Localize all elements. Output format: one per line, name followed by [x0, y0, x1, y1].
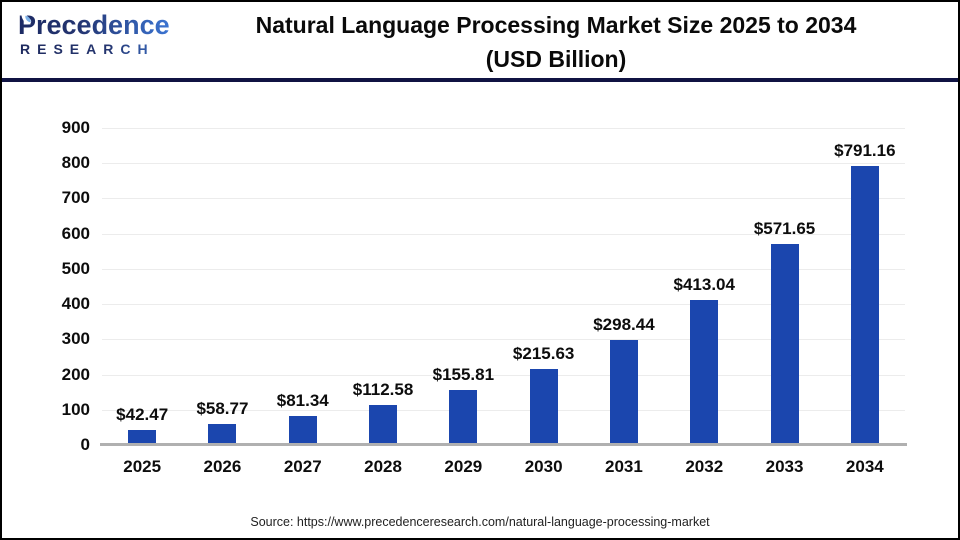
y-tick-label-800: 800 [61, 153, 90, 173]
plot-area: $42.47 $58.77 $81.34 $112.58 $155.81 $215.63 $… [102, 128, 905, 445]
gridline-800 [102, 163, 905, 165]
y-tick-label-500: 500 [61, 258, 90, 278]
x-tick-label-2033: 2033 [765, 457, 804, 476]
bar-2025 [128, 430, 157, 445]
bar-2028 [369, 405, 398, 445]
bar-value-2029: $155.81 [432, 365, 495, 385]
y-tick-label-600: 600 [61, 223, 90, 243]
y-tick-label-300: 300 [61, 329, 90, 349]
x-tick-label-2034: 2034 [845, 457, 884, 476]
gridline-400 [102, 304, 905, 306]
x-tick-label-2025: 2025 [123, 457, 162, 476]
bar-value-2025: $42.47 [116, 405, 169, 425]
bar-value-2033: $571.65 [753, 218, 816, 238]
header-divider [2, 78, 958, 82]
x-tick-label-2028: 2028 [364, 457, 402, 476]
chart-title-line1: Natural Language Processing Market Size … [255, 12, 857, 38]
bar-2030 [529, 369, 558, 445]
bar-value-2032: $413.04 [673, 274, 735, 294]
bar-2027 [288, 416, 317, 445]
bar-value-2028: $112.58 [352, 380, 414, 400]
bar-value-2030: $215.63 [512, 344, 575, 364]
y-tick-label-400: 400 [61, 294, 90, 314]
logo: Precedence RESEARCH [2, 2, 180, 78]
gridline-100 [102, 409, 905, 411]
bar-value-2031: $298.44 [593, 314, 655, 334]
gridline-500 [102, 268, 905, 270]
x-tick-label-2031: 2031 [605, 457, 643, 476]
x-axis-baseline [100, 443, 907, 446]
bar-value-2027: $81.34 [276, 391, 329, 411]
x-axis-labels: 2025 2026 2027 2028 2029 2030 2031 2032 2033 2034 [102, 457, 905, 479]
source-note: Source: https://www.precedenceresearch.c… [250, 515, 710, 529]
x-tick-label-2032: 2032 [685, 457, 724, 476]
y-axis-labels: 0 100 200 300 400 500 600 700 800 900 [2, 118, 90, 454]
bar-2026 [208, 424, 237, 445]
logo-brand-label: Precedence [18, 10, 170, 40]
gridline-300 [102, 339, 905, 341]
chart-title-block: Natural Language Processing Market Size … [180, 2, 958, 78]
y-tick-label-200: 200 [61, 364, 90, 384]
header: Precedence RESEARCH Natural Language Pro… [2, 2, 958, 78]
gridline-200 [102, 374, 905, 376]
y-tick-label-700: 700 [61, 188, 90, 208]
bar-2034 [850, 166, 879, 445]
logo-sub-text: RESEARCH [18, 41, 180, 57]
bar-value-2026: $58.77 [196, 399, 249, 419]
x-tick-label-2027: 2027 [283, 457, 322, 476]
gridline-900 [102, 128, 905, 129]
y-tick-label-100: 100 [61, 399, 90, 419]
x-tick-label-2029: 2029 [444, 457, 483, 476]
bar-2033 [770, 243, 799, 445]
x-tick-label-2026: 2026 [203, 457, 242, 476]
x-tick-label-2030: 2030 [524, 457, 563, 476]
y-tick-label-900: 900 [61, 118, 90, 137]
bar-2032 [690, 299, 719, 445]
bar-2031 [609, 339, 638, 445]
bar-value-2034: $791.16 [834, 141, 896, 161]
logo-brand-text: Precedence [18, 10, 170, 40]
chart-title-line2: (USD Billion) [485, 46, 627, 72]
bar-2029 [449, 390, 478, 445]
gridline-700 [102, 198, 905, 200]
y-tick-label-0: 0 [80, 435, 90, 454]
gridline-600 [102, 233, 905, 235]
